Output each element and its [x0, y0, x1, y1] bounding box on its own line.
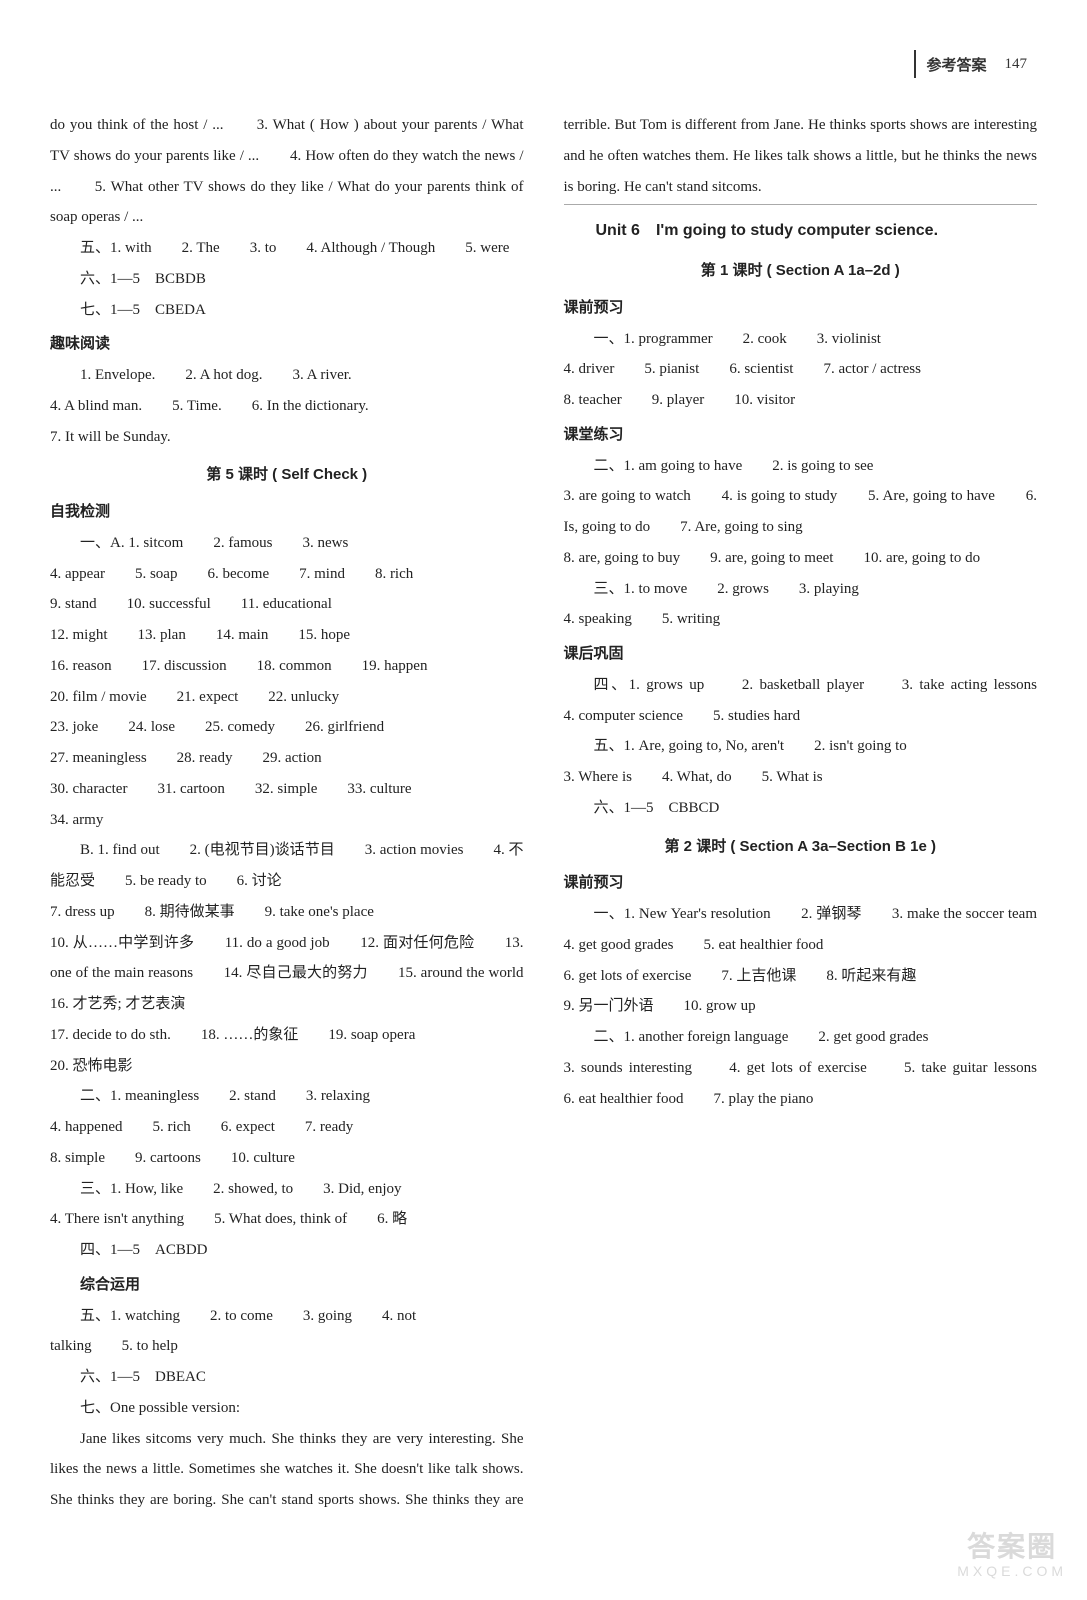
- text-block: 三、1. How, like 2. showed, to 3. Did, enj…: [50, 1174, 524, 1205]
- page-number: 147: [1005, 56, 1028, 73]
- text-block: 34. army: [50, 805, 524, 836]
- text-block: 8. are, going to buy 9. are, going to me…: [564, 543, 1038, 574]
- text-block: 七、1—5 CBEDA: [50, 295, 524, 326]
- unit-title: Unit 6 I'm going to study computer scien…: [564, 215, 1038, 248]
- section-heading: 课后巩固: [564, 639, 1038, 670]
- text-block: 23. joke 24. lose 25. comedy 26. girlfri…: [50, 712, 524, 743]
- lesson-title: 第 1 课时 ( Section A 1a–2d ): [564, 256, 1038, 287]
- text-block: 4. happened 5. rich 6. expect 7. ready: [50, 1112, 524, 1143]
- header-divider: [914, 50, 916, 78]
- text-block: 12. might 13. plan 14. main 15. hope: [50, 620, 524, 651]
- text-block: 3. sounds interesting 4. get lots of exe…: [564, 1053, 1038, 1115]
- page-header: 参考答案 147: [914, 50, 1027, 78]
- text-block: 一、1. programmer 2. cook 3. violinist: [564, 324, 1038, 355]
- section-heading: 课前预习: [564, 868, 1038, 899]
- text-block: 8. simple 9. cartoons 10. culture: [50, 1143, 524, 1174]
- text-block: 7. It will be Sunday.: [50, 422, 524, 453]
- text-block: 30. character 31. cartoon 32. simple 33.…: [50, 774, 524, 805]
- text-block: 4. appear 5. soap 6. become 7. mind 8. r…: [50, 559, 524, 590]
- text-block: 20. film / movie 21. expect 22. unlucky: [50, 682, 524, 713]
- text-block: 10. 从……中学到许多 11. do a good job 12. 面对任何危…: [50, 928, 524, 1020]
- text-block: 3. are going to watch 4. is going to stu…: [564, 481, 1038, 543]
- watermark-sub: MXQE.COM: [957, 1563, 1067, 1580]
- text-block: 4. speaking 5. writing: [564, 604, 1038, 635]
- text-block: 9. stand 10. successful 11. educational: [50, 589, 524, 620]
- text-block: 三、1. to move 2. grows 3. playing: [564, 574, 1038, 605]
- text-block: 二、1. meaningless 2. stand 3. relaxing: [50, 1081, 524, 1112]
- text-block: 五、1. Are, going to, No, aren't 2. isn't …: [564, 731, 1038, 762]
- text-block: 四、1—5 ACBDD: [50, 1235, 524, 1266]
- text-block: 9. 另一门外语 10. grow up: [564, 991, 1038, 1022]
- section-heading: 课堂练习: [564, 420, 1038, 451]
- lesson-title: 第 2 课时 ( Section A 3a–Section B 1e ): [564, 832, 1038, 863]
- section-heading: 趣味阅读: [50, 329, 524, 360]
- text-block: 4. A blind man. 5. Time. 6. In the dicti…: [50, 391, 524, 422]
- text-block: do you think of the host / ... 3. What (…: [50, 110, 524, 233]
- text-block: 8. teacher 9. player 10. visitor: [564, 385, 1038, 416]
- watermark-main: 答案圈: [967, 1531, 1057, 1562]
- text-block: 3. Where is 4. What, do 5. What is: [564, 762, 1038, 793]
- text-block: 4. driver 5. pianist 6. scientist 7. act…: [564, 354, 1038, 385]
- text-block: 16. reason 17. discussion 18. common 19.…: [50, 651, 524, 682]
- text-block: 六、1—5 BCBDB: [50, 264, 524, 295]
- text-block: 二、1. am going to have 2. is going to see: [564, 451, 1038, 482]
- text-block: 27. meaningless 28. ready 29. action: [50, 743, 524, 774]
- text-block: 4. There isn't anything 5. What does, th…: [50, 1204, 524, 1235]
- text-block: 五、1. watching 2. to come 3. going 4. not: [50, 1301, 524, 1332]
- text-block: 1. Envelope. 2. A hot dog. 3. A river.: [50, 360, 524, 391]
- text-block: 20. 恐怖电影: [50, 1051, 524, 1082]
- text-block: 7. dress up 8. 期待做某事 9. take one's place: [50, 897, 524, 928]
- content-columns: do you think of the host / ... 3. What (…: [50, 110, 1037, 1530]
- header-label: 参考答案: [926, 54, 986, 75]
- section-heading: 课前预习: [564, 293, 1038, 324]
- lesson-title: 第 5 课时 ( Self Check ): [50, 460, 524, 491]
- text-block: B. 1. find out 2. (电视节目)谈话节目 3. action m…: [50, 835, 524, 897]
- text-block: 七、One possible version:: [50, 1393, 524, 1424]
- watermark: 答案圈 MXQE.COM: [957, 1530, 1067, 1580]
- text-block: 一、A. 1. sitcom 2. famous 3. news: [50, 528, 524, 559]
- section-heading: 自我检测: [50, 497, 524, 528]
- text-block: 六、1—5 CBBCD: [564, 793, 1038, 824]
- section-heading: 综合运用: [50, 1270, 524, 1301]
- unit-divider: [564, 204, 1038, 205]
- text-block: 一、1. New Year's resolution 2. 弹钢琴 3. mak…: [564, 899, 1038, 961]
- text-block: 6. get lots of exercise 7. 上吉他课 8. 听起来有趣: [564, 961, 1038, 992]
- text-block: talking 5. to help: [50, 1331, 524, 1362]
- text-block: 五、1. with 2. The 3. to 4. Although / Tho…: [50, 233, 524, 264]
- text-block: 二、1. another foreign language 2. get goo…: [564, 1022, 1038, 1053]
- text-block: 17. decide to do sth. 18. ……的象征 19. soap…: [50, 1020, 524, 1051]
- text-block: 四、1. grows up 2. basketball player 3. ta…: [564, 670, 1038, 732]
- text-block: 六、1—5 DBEAC: [50, 1362, 524, 1393]
